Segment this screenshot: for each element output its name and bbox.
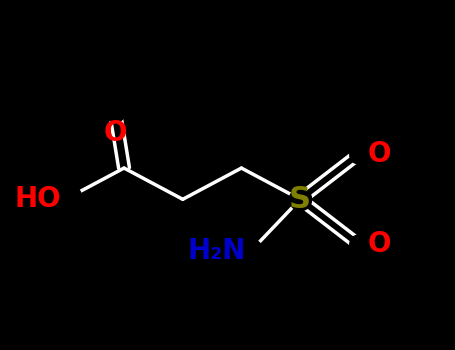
Text: H₂N: H₂N — [187, 237, 246, 265]
Text: O: O — [368, 140, 391, 168]
Text: O: O — [368, 230, 391, 258]
Text: O: O — [103, 119, 127, 147]
Text: S: S — [289, 185, 311, 214]
Text: HO: HO — [14, 185, 61, 213]
